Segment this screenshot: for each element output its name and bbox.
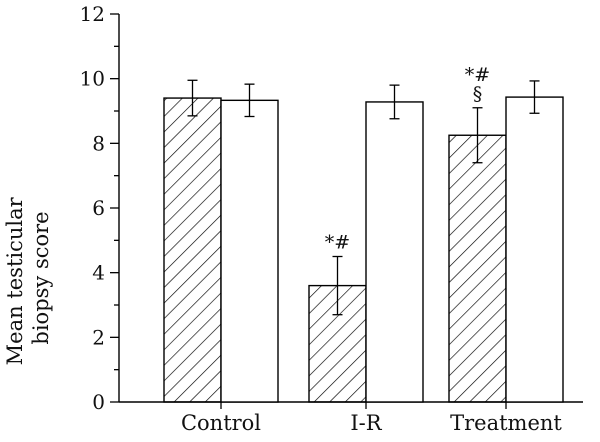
bar-treatment-2 [505, 96, 564, 403]
y-axis-label-line-1: Mean testicular [3, 196, 27, 365]
error-bars [187, 79, 540, 316]
y-tick-label: 4 [92, 261, 105, 285]
y-axis-label: Mean testicular biopsy score [3, 191, 53, 366]
y-ticks: 0 2 4 6 8 10 12 [80, 2, 119, 414]
significance-marker: § [473, 83, 483, 105]
category-label: I-R [350, 411, 382, 435]
category-labels: Control I-R Treatment [181, 402, 562, 435]
significance-marker: *# [325, 232, 350, 254]
y-tick-label: 6 [92, 196, 105, 220]
category-label: Control [181, 411, 261, 435]
y-tick-label: 2 [92, 325, 105, 349]
category-label: Treatment [450, 411, 562, 435]
y-tick-label: 12 [80, 2, 105, 26]
bar-control-1 [163, 97, 222, 403]
y-tick-label: 0 [92, 390, 105, 414]
bar-treatment-1 [448, 134, 507, 403]
y-tick-label: 8 [92, 131, 105, 155]
bar-control-2 [220, 99, 279, 403]
y-axis-label-line-2: biopsy score [29, 211, 53, 344]
bar-ir-2 [365, 101, 424, 403]
annotations: *#*#§ [325, 64, 490, 254]
significance-marker: *# [465, 64, 490, 86]
bars [163, 96, 564, 403]
y-tick-label: 10 [80, 67, 105, 91]
